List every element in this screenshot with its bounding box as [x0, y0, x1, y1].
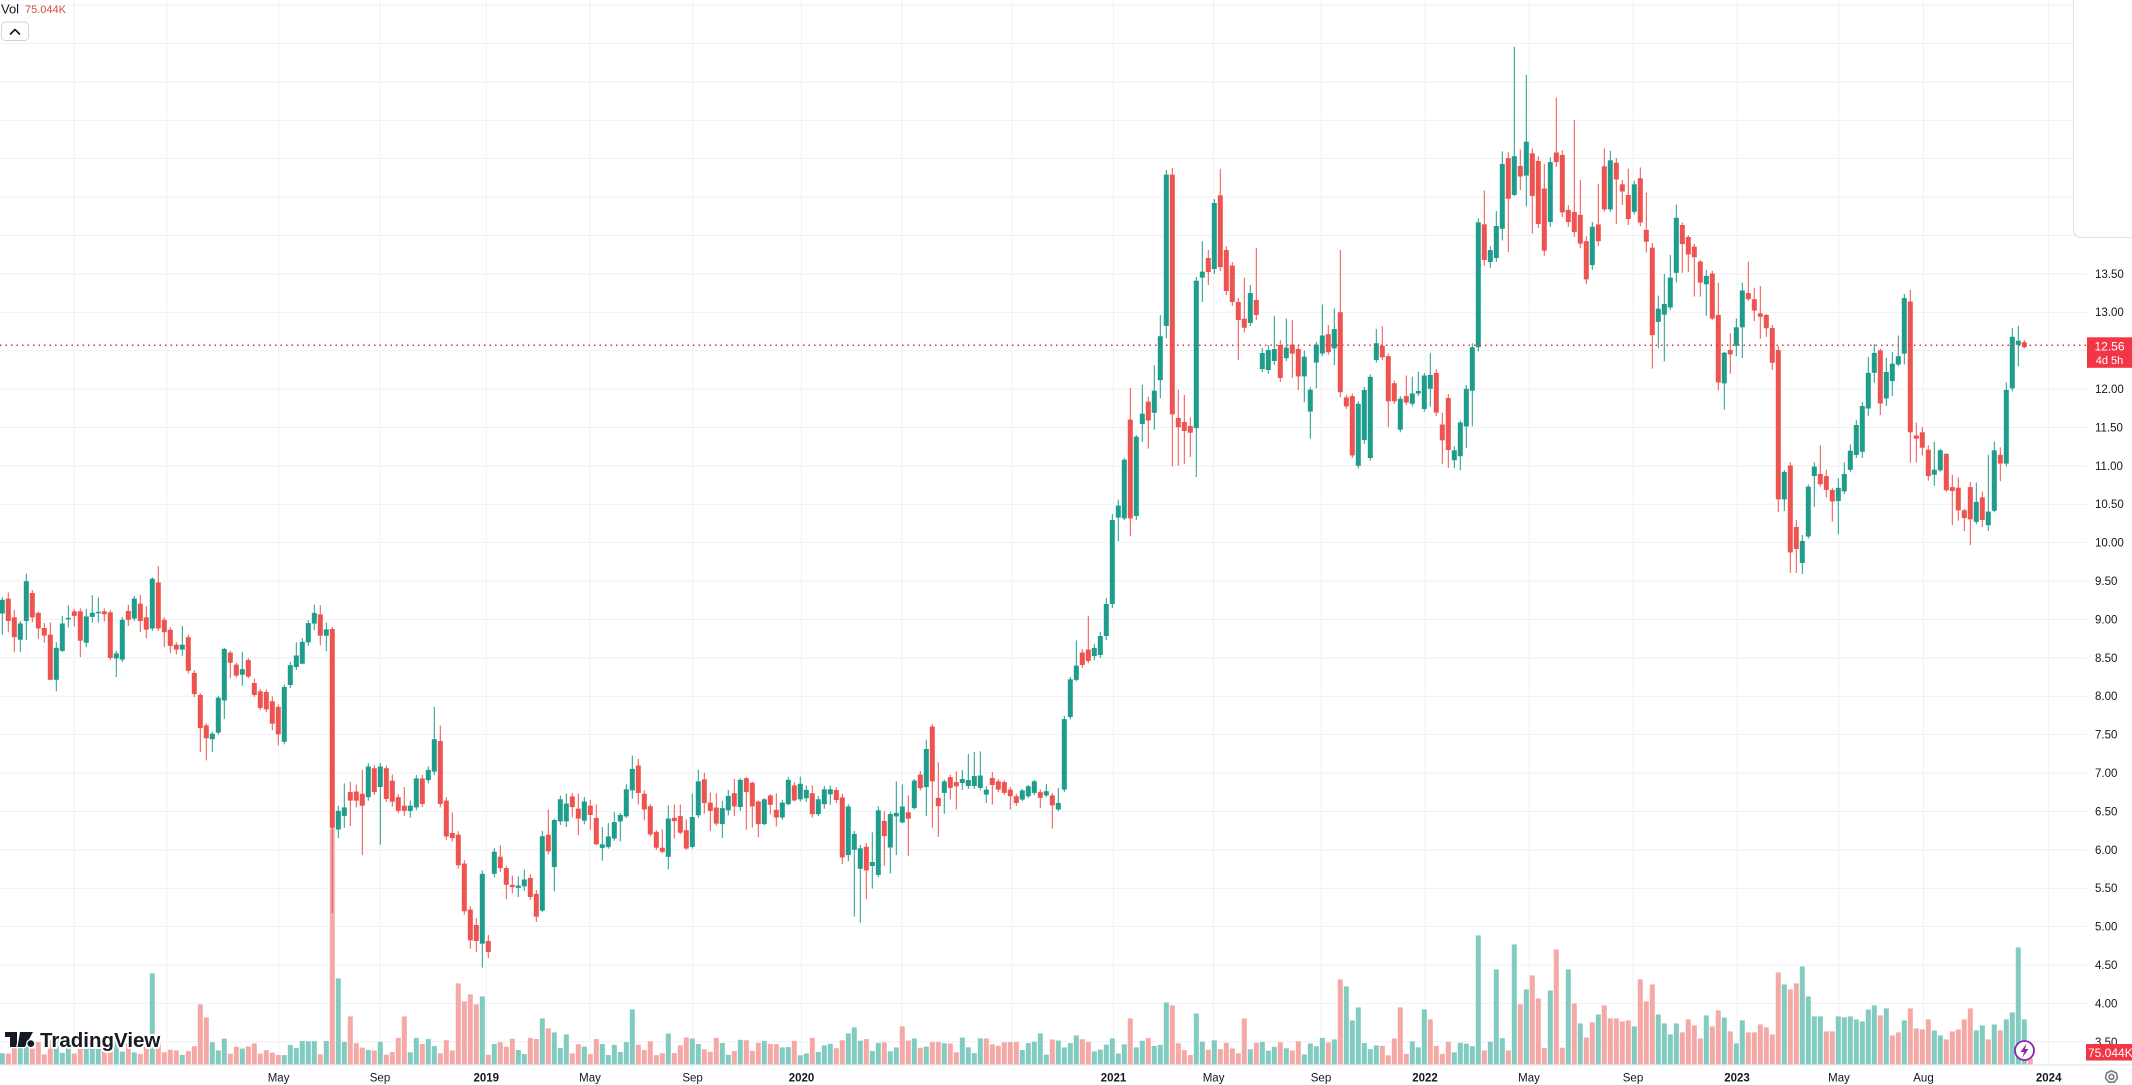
svg-text:TradingView: TradingView: [40, 1029, 160, 1052]
svg-text:Sep: Sep: [1311, 1073, 1331, 1085]
svg-text:7.50: 7.50: [2095, 730, 2117, 742]
svg-text:12.00: 12.00: [2095, 384, 2124, 396]
svg-text:4.00: 4.00: [2095, 998, 2117, 1010]
svg-text:5.00: 5.00: [2095, 922, 2117, 934]
svg-text:7.00: 7.00: [2095, 768, 2117, 780]
svg-text:6.00: 6.00: [2095, 845, 2117, 857]
svg-text:9.50: 9.50: [2095, 576, 2117, 588]
svg-text:Aug: Aug: [1913, 1073, 1933, 1085]
svg-text:13.50: 13.50: [2095, 269, 2124, 281]
svg-text:6.50: 6.50: [2095, 806, 2117, 818]
svg-text:75.044K: 75.044K: [25, 4, 67, 16]
svg-text:12.56: 12.56: [2094, 340, 2124, 354]
svg-text:13.00: 13.00: [2095, 307, 2124, 319]
svg-text:2020: 2020: [789, 1073, 815, 1085]
svg-text:May: May: [1518, 1073, 1540, 1085]
svg-text:May: May: [1828, 1073, 1850, 1085]
svg-text:11.00: 11.00: [2095, 461, 2123, 473]
svg-text:2022: 2022: [1412, 1073, 1438, 1085]
svg-text:2019: 2019: [474, 1073, 500, 1085]
svg-text:4d 5h: 4d 5h: [2096, 355, 2124, 367]
svg-text:9.00: 9.00: [2095, 614, 2117, 626]
svg-text:8.50: 8.50: [2095, 653, 2117, 665]
svg-text:75.044K: 75.044K: [2088, 1046, 2132, 1060]
svg-text:May: May: [1203, 1073, 1225, 1085]
svg-text:5.50: 5.50: [2095, 883, 2117, 895]
svg-text:Vol: Vol: [1, 2, 19, 17]
svg-text:4.50: 4.50: [2095, 960, 2117, 972]
svg-text:Sep: Sep: [370, 1073, 390, 1085]
svg-text:2021: 2021: [1101, 1073, 1127, 1085]
svg-text:Sep: Sep: [682, 1073, 702, 1085]
svg-text:2023: 2023: [1724, 1073, 1750, 1085]
svg-text:10.00: 10.00: [2095, 538, 2124, 550]
svg-text:8.00: 8.00: [2095, 691, 2117, 703]
svg-text:May: May: [579, 1073, 601, 1085]
svg-text:10.50: 10.50: [2095, 499, 2124, 511]
svg-text:TradingView: TradingView: [40, 1029, 160, 1052]
svg-text:11.50: 11.50: [2095, 422, 2123, 434]
svg-text:May: May: [268, 1073, 290, 1085]
svg-text:2024: 2024: [2036, 1073, 2062, 1085]
svg-text:Sep: Sep: [1623, 1073, 1643, 1085]
